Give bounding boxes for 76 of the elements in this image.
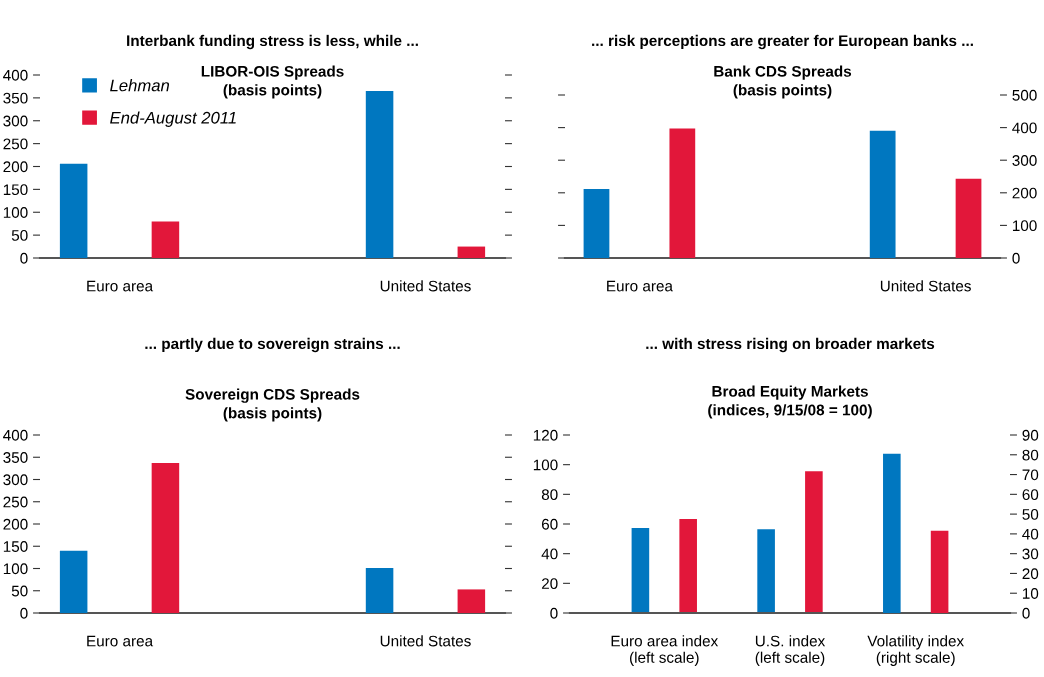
- y-tick-label: 100: [533, 459, 558, 471]
- bar: [365, 568, 394, 613]
- y2-tick-label: 50: [1022, 508, 1039, 520]
- y-tick-label: 400: [3, 429, 28, 441]
- bar: [59, 550, 88, 613]
- y2-tick-label: 0: [1012, 252, 1020, 264]
- x-tick-label: United States: [380, 635, 471, 647]
- y-tick-label: 250: [3, 138, 28, 150]
- bar: [151, 221, 180, 258]
- y2-tick-label: 0: [1022, 607, 1030, 619]
- chart-subtitle: Bank CDS Spreads (basis points): [714, 65, 852, 99]
- bar: [583, 188, 610, 258]
- bar: [679, 518, 697, 613]
- y2-tick-label: 20: [1022, 568, 1039, 580]
- bar: [757, 529, 775, 613]
- y-tick-label: 0: [20, 607, 28, 619]
- bar: [365, 91, 394, 258]
- bar: [805, 471, 823, 613]
- x-tick-label: U.S. index (left scale): [755, 635, 826, 666]
- y-tick-label: 20: [541, 578, 558, 590]
- y-tick-label: 50: [11, 585, 28, 597]
- y2-tick-label: 100: [1012, 220, 1037, 232]
- chart-title: Interbank funding stress is less, while ...: [127, 34, 418, 50]
- x-tick-label: United States: [380, 280, 471, 292]
- y2-tick-label: 70: [1022, 469, 1039, 481]
- bar: [457, 246, 486, 258]
- y-tick-label: 350: [3, 92, 28, 104]
- y-tick-label: 120: [533, 429, 558, 441]
- bar: [457, 589, 486, 613]
- y-tick-label: 300: [3, 474, 28, 486]
- y-tick-label: 100: [3, 563, 28, 575]
- bar: [869, 130, 896, 258]
- y-tick-label: 100: [3, 207, 28, 218]
- y2-tick-label: 300: [1012, 155, 1037, 166]
- y2-tick-label: 30: [1022, 548, 1039, 560]
- bar: [59, 163, 88, 258]
- y-tick-label: 0: [20, 252, 28, 264]
- y-tick-label: 150: [3, 541, 28, 552]
- y2-tick-label: 90: [1022, 429, 1039, 441]
- x-tick-label: Euro area index (left scale): [611, 635, 719, 666]
- x-tick-label: Euro area: [87, 635, 154, 647]
- bar: [631, 528, 650, 613]
- y2-tick-label: 40: [1022, 528, 1039, 540]
- y2-tick-label: 80: [1022, 449, 1039, 461]
- legend-label: Lehman: [110, 79, 170, 92]
- y2-tick-label: 60: [1022, 489, 1039, 501]
- x-tick-label: Euro area: [607, 280, 673, 292]
- y-tick-label: 250: [3, 496, 28, 508]
- y-tick-label: 400: [3, 69, 28, 81]
- y2-tick-label: 10: [1022, 588, 1039, 599]
- chart-title: ... risk perceptions are greater for European banks ...: [592, 34, 973, 50]
- y-tick-label: 40: [541, 548, 558, 560]
- y2-tick-label: 200: [1012, 187, 1037, 199]
- bar: [955, 178, 982, 258]
- y-tick-label: 300: [3, 115, 28, 127]
- y-tick-label: 350: [3, 452, 28, 463]
- y-tick-label: 50: [11, 229, 28, 241]
- y-tick-label: 60: [541, 518, 558, 530]
- chart-subtitle: Sovereign CDS Spreads (basis points): [185, 388, 360, 422]
- y-tick-label: 0: [550, 607, 558, 619]
- y2-tick-label: 400: [1012, 122, 1037, 134]
- bar: [151, 463, 180, 613]
- y-tick-label: 200: [3, 161, 28, 173]
- chart-subtitle: Broad Equity Markets (indices, 9/15/08 = 100): [708, 385, 872, 419]
- x-tick-label: Volatility index (right scale): [867, 635, 964, 666]
- y-tick-label: 80: [541, 489, 558, 501]
- y-tick-label: 150: [3, 184, 28, 196]
- x-tick-label: Euro area: [87, 280, 154, 292]
- bar: [669, 128, 696, 258]
- chart-title: ... partly due to sovereign strains ...: [145, 337, 400, 353]
- chart-subtitle: LIBOR-OIS Spreads (basis points): [201, 65, 344, 99]
- x-tick-label: United States: [880, 280, 971, 292]
- y2-tick-label: 500: [1012, 89, 1037, 101]
- chart-title: ... with stress rising on broader markets: [646, 337, 935, 353]
- y-tick-label: 200: [3, 518, 28, 530]
- legend-label: End-August 2011: [110, 111, 236, 127]
